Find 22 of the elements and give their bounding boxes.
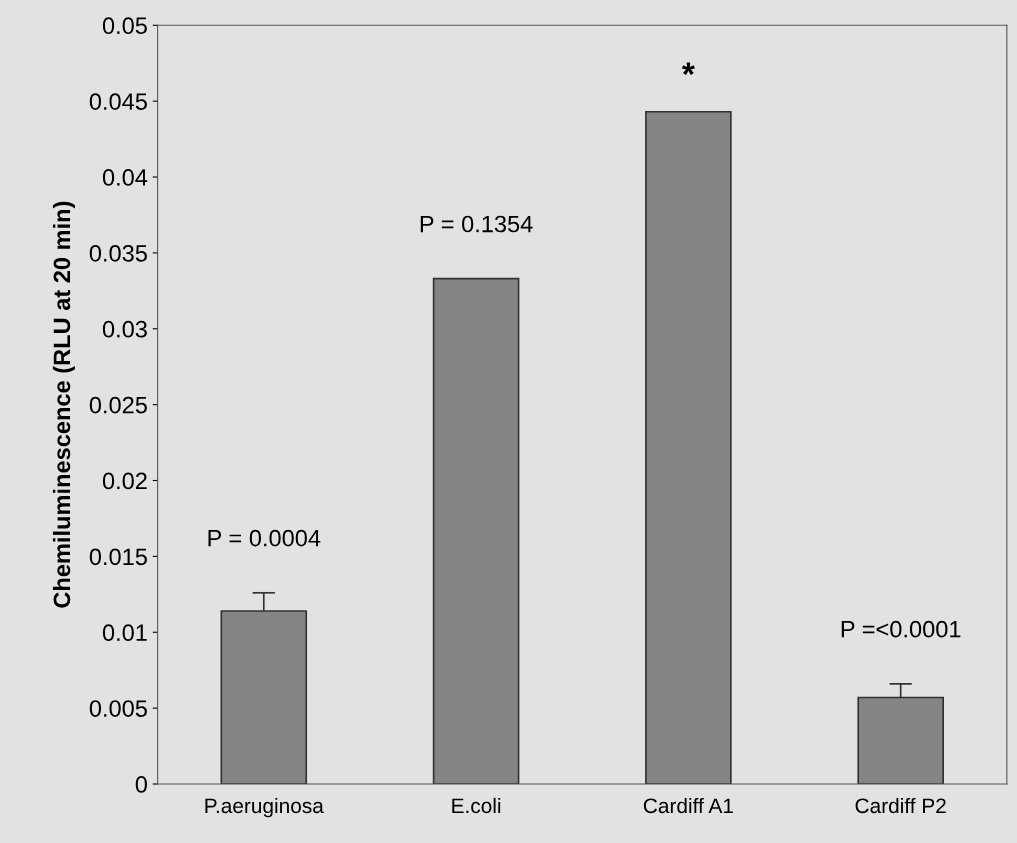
x-tick-label: E.coli: [452, 797, 501, 814]
y-tick-label: 0.045: [89, 93, 147, 110]
y-tick-label: 0.025: [89, 396, 147, 414]
x-tick-label: Cardiff A1: [643, 797, 733, 814]
annotation: P =<0.0001: [841, 620, 961, 638]
y-tick-label: 0.02: [102, 472, 147, 490]
y-tick-label: 0.03: [102, 320, 147, 338]
y-axis-title: Chemiluminescence (RLU at 20 min): [52, 201, 75, 608]
y-tick-label: 0.04: [102, 169, 148, 186]
y-tick-label: 0: [135, 776, 147, 793]
annotation: P = 0.0004: [208, 529, 321, 547]
y-tick-label: 0.015: [89, 548, 147, 566]
y-tick-label: 0.035: [89, 244, 147, 262]
bar: [432, 277, 520, 784]
x-tick-label: P.aeruginosa: [205, 797, 324, 818]
y-tick-label: 0.005: [89, 700, 147, 717]
y-tick-label: 0.01: [102, 624, 147, 642]
annotation: P = 0.1354: [420, 215, 533, 233]
annotation: *: [681, 62, 695, 75]
bar: [645, 110, 732, 784]
y-tick-label: 0.05: [102, 17, 147, 35]
x-tick-label: Cardiff P2: [855, 797, 946, 814]
